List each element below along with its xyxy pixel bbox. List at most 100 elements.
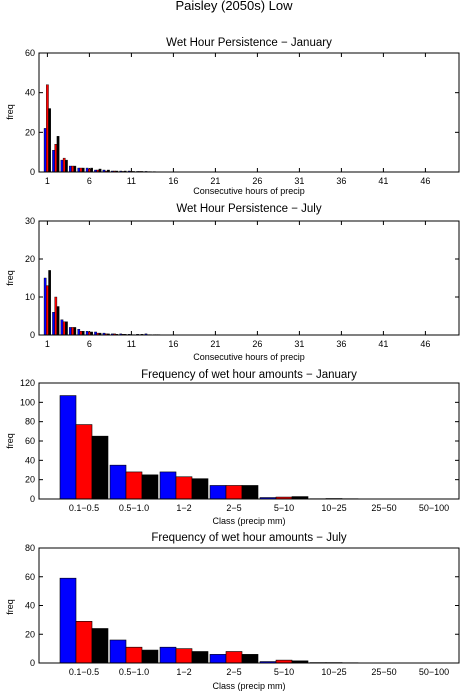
panel-amounts-january: Frequency of wet hour amounts − January … xyxy=(5,369,460,526)
y-tick-label: 120 xyxy=(20,378,35,388)
y-tick-label: 60 xyxy=(25,572,35,582)
bar xyxy=(73,165,77,173)
x-tick-label: 0.1−0.5 xyxy=(69,667,99,677)
y-tick-label: 80 xyxy=(25,417,35,427)
bar xyxy=(60,159,64,173)
bar xyxy=(85,167,89,173)
bar xyxy=(225,651,243,664)
bar xyxy=(48,270,51,336)
bar xyxy=(56,306,60,336)
bar xyxy=(241,654,259,664)
x-tick-label: 50−100 xyxy=(419,667,449,677)
bar xyxy=(81,167,85,173)
bar xyxy=(71,165,74,173)
y-axis-label: freq xyxy=(5,599,15,615)
y-tick-label: 40 xyxy=(25,88,35,98)
x-tick-label: 31 xyxy=(294,339,304,349)
bar xyxy=(79,331,83,336)
bar xyxy=(71,327,74,336)
bar xyxy=(175,476,193,500)
x-tick-label: 1 xyxy=(45,339,50,349)
plot-frame xyxy=(38,52,460,173)
panel-persistence-january: Wet Hour Persistence − January Consecuti… xyxy=(5,37,460,196)
bar xyxy=(69,165,72,173)
x-axis-label: Consecutive hours of precip xyxy=(193,352,305,362)
bar xyxy=(56,136,60,173)
bar xyxy=(52,149,55,173)
bar xyxy=(46,285,49,336)
x-tick-label: 5−10 xyxy=(274,503,294,513)
y-tick-label: 0 xyxy=(30,167,35,177)
chart-marks: 0 20 40 60 80 0.1−0.5 0.5−1.0 1−2 2−5 5−10 10−25 25… xyxy=(25,543,459,677)
bar xyxy=(69,327,72,336)
bar xyxy=(59,577,77,664)
bar xyxy=(209,485,227,500)
bar xyxy=(60,319,64,336)
x-tick-label: 41 xyxy=(378,339,388,349)
y-tick-label: 0 xyxy=(30,658,35,668)
x-axis-label: Consecutive hours of precip xyxy=(193,186,305,196)
bar xyxy=(191,478,209,500)
bar xyxy=(191,651,209,664)
chart-title: Wet Hour Persistence − January xyxy=(166,37,332,49)
x-tick-label: 16 xyxy=(168,339,178,349)
bar xyxy=(141,649,159,664)
x-tick-label: 0.5−1.0 xyxy=(119,503,149,513)
chart-marks: 0 20 40 60 80 100 120 0.1−0.5 0.5−1.0 1−2 2−5 5−10 1… xyxy=(20,378,459,513)
x-tick-label: 6 xyxy=(87,176,92,186)
x-tick-label: 5−10 xyxy=(274,667,294,677)
bar xyxy=(46,84,49,173)
bar xyxy=(225,485,243,500)
bar xyxy=(91,628,109,664)
bar xyxy=(159,646,177,664)
x-tick-label: 0.1−0.5 xyxy=(69,503,99,513)
x-tick-label: 41 xyxy=(378,176,388,186)
x-tick-label: 1 xyxy=(45,176,50,186)
x-tick-label: 10−25 xyxy=(321,503,346,513)
x-tick-label: 0.5−1.0 xyxy=(119,667,149,677)
y-tick-label: 40 xyxy=(25,455,35,465)
bar xyxy=(62,321,66,336)
bar xyxy=(59,395,77,500)
x-tick-label: 2−5 xyxy=(226,667,241,677)
panel-amounts-july: Frequency of wet hour amounts − July Cla… xyxy=(5,532,460,691)
bar xyxy=(43,277,47,336)
y-tick-label: 100 xyxy=(20,397,35,407)
x-axis-label: Class (precip mm) xyxy=(212,516,285,526)
x-tick-label: 50−100 xyxy=(419,503,449,513)
y-tick-label: 10 xyxy=(25,292,35,302)
bar xyxy=(109,464,127,500)
x-axis-label: Class (precip mm) xyxy=(212,681,285,691)
y-tick-label: 80 xyxy=(25,543,35,553)
x-tick-label: 25−50 xyxy=(371,503,396,513)
bar xyxy=(79,167,83,173)
bar xyxy=(75,621,93,664)
x-tick-label: 46 xyxy=(420,176,430,186)
bar xyxy=(77,167,81,173)
bar xyxy=(65,159,68,173)
y-tick-label: 20 xyxy=(25,127,35,137)
bar xyxy=(81,331,85,336)
y-axis-label: freq xyxy=(5,270,15,286)
panel-persistence-july: Wet Hour Persistence − July Consecutive … xyxy=(5,203,460,362)
x-tick-label: 46 xyxy=(420,339,430,349)
bar xyxy=(125,646,143,664)
bar xyxy=(125,471,143,500)
x-tick-label: 36 xyxy=(336,176,346,186)
bar xyxy=(73,327,77,336)
x-tick-label: 16 xyxy=(168,176,178,186)
bar xyxy=(209,654,227,664)
bar xyxy=(48,108,51,173)
chart-title: Wet Hour Persistence − July xyxy=(176,203,321,215)
plot-frame xyxy=(38,547,460,664)
bar xyxy=(54,144,58,173)
x-tick-label: 11 xyxy=(127,339,136,349)
x-tick-label: 26 xyxy=(252,176,262,186)
x-tick-label: 25−50 xyxy=(371,667,396,677)
bar xyxy=(90,167,93,173)
x-tick-label: 10−25 xyxy=(321,667,346,677)
bar xyxy=(159,471,177,500)
bar xyxy=(91,435,109,500)
